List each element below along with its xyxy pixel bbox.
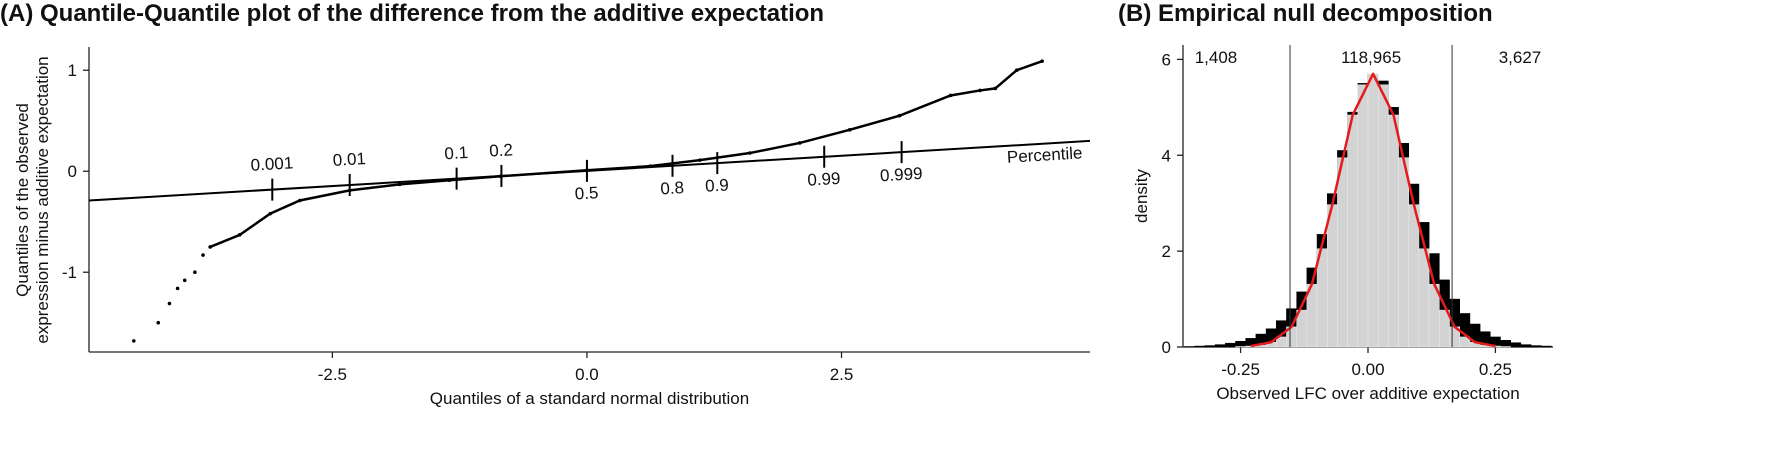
null-bar	[1398, 157, 1410, 348]
percentile-label: 0.001	[250, 153, 294, 174]
reference-line-label: Percentile	[1006, 143, 1083, 166]
qq-point	[1040, 59, 1044, 63]
x-axis-label: Observed LFC over additive expectation	[1216, 384, 1519, 403]
x-tick-label: 0.0	[575, 365, 599, 384]
null-bar	[1337, 157, 1348, 348]
qq-point	[201, 253, 205, 257]
y-tick-label: 2	[1162, 242, 1171, 261]
chart-title: (B) Empirical null decomposition	[1118, 0, 1493, 27]
histogram-bar	[1520, 344, 1532, 348]
y-tick-label: 1	[68, 61, 77, 80]
qq-point	[897, 113, 902, 118]
y-axis-label: Quantiles of the observed	[13, 103, 32, 297]
null-bar	[1347, 114, 1359, 348]
percentile-label: 0.8	[660, 178, 685, 198]
histogram-bar	[1214, 344, 1226, 348]
qq-line	[209, 59, 1043, 249]
histogram-bar	[1194, 345, 1206, 348]
histogram-bar	[1204, 345, 1216, 348]
x-tick-label: -0.25	[1221, 360, 1260, 379]
x-axis-label: Quantiles of a standard normal distribut…	[430, 389, 749, 408]
qq-point	[167, 301, 172, 306]
null-bar	[1326, 204, 1338, 348]
chart-title: (A) Quantile-Quantile plot of the differ…	[0, 0, 824, 27]
region-count: 1,408	[1195, 48, 1238, 67]
histogram-bar	[1500, 340, 1511, 348]
y-tick-label: 0	[1162, 338, 1171, 357]
qq-point	[297, 198, 302, 203]
qq-point	[797, 141, 802, 145]
percentile-label: 0.999	[879, 164, 923, 185]
qq-point	[182, 278, 187, 283]
null-bar	[1418, 248, 1430, 348]
y-tick-label: 6	[1162, 50, 1171, 69]
qq-point	[156, 320, 161, 325]
percentile-label: 0.01	[332, 149, 366, 170]
histogram-bar	[1225, 342, 1236, 348]
y-tick-label: 4	[1162, 146, 1171, 165]
null-bar	[1357, 84, 1369, 348]
qq-point	[648, 164, 652, 168]
qq-point	[948, 93, 953, 98]
qq-point	[847, 128, 852, 132]
qq-point	[268, 211, 273, 216]
x-tick-label: 0.00	[1351, 360, 1384, 379]
qq-point	[978, 88, 982, 93]
qq-point	[698, 158, 702, 162]
x-tick-label: -2.5	[318, 365, 347, 384]
y-axis-label: density	[1132, 169, 1151, 223]
null-bar	[1367, 73, 1379, 348]
histogram-bar	[1541, 345, 1552, 348]
qq-point	[237, 233, 242, 237]
histogram-bar	[1510, 342, 1522, 348]
region-count: 118,965	[1341, 48, 1401, 67]
qq-point	[193, 270, 197, 275]
qq-point	[748, 151, 752, 155]
percentile-label: 0.1	[444, 143, 469, 163]
x-tick-label: 0.25	[1479, 360, 1512, 379]
null-bar	[1388, 114, 1399, 348]
qq-point	[175, 286, 180, 291]
qq-point	[208, 245, 212, 249]
histogram-bar	[1235, 340, 1246, 348]
fit-curve	[1250, 72, 1496, 348]
qq-point	[1014, 68, 1019, 73]
histogram-bar	[1530, 345, 1542, 348]
region-count: 3,627	[1499, 48, 1542, 67]
x-tick-label: 2.5	[830, 365, 854, 384]
null-bar	[1408, 204, 1420, 348]
qq-point	[447, 178, 452, 183]
percentile-label: 0.2	[489, 140, 514, 160]
y-tick-label: -1	[62, 263, 77, 282]
qq-point	[993, 86, 998, 91]
percentile-label: 0.99	[807, 169, 841, 190]
null-bar	[1316, 248, 1328, 348]
percentile-label: 0.5	[574, 183, 599, 203]
qq-point	[132, 339, 136, 343]
qq-point	[397, 182, 402, 187]
null-bar	[1377, 84, 1389, 348]
percentile-label: 0.9	[705, 175, 730, 195]
y-tick-label: 0	[68, 162, 77, 181]
y-axis-label: expression minus additive expectation	[33, 56, 52, 343]
